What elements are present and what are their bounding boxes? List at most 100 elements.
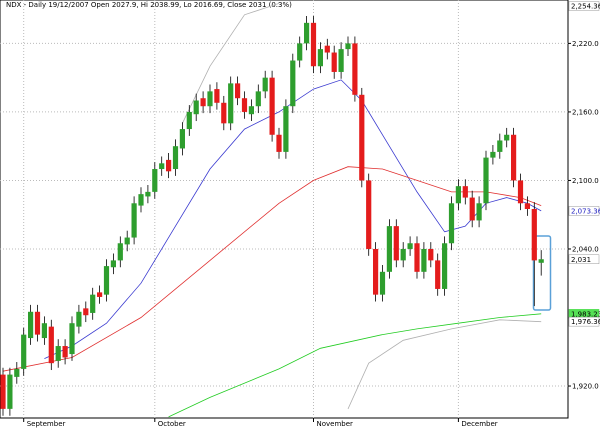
candle-body (193, 100, 199, 115)
candle-body (69, 323, 75, 355)
y-tick-label: 2,100.0 (572, 177, 599, 185)
x-tick-label: December (461, 420, 497, 428)
candle-body (55, 346, 61, 361)
candle-body (352, 43, 358, 95)
candle-body (386, 226, 392, 272)
candle-body (304, 22, 310, 44)
candle-body (393, 226, 399, 261)
candle-body (41, 323, 47, 339)
candle-body (117, 243, 123, 261)
candle-body (373, 248, 379, 295)
candle-body (455, 186, 461, 204)
chart-title: NDX - Daily 19/12/2007 Open 2027.9, Hi 2… (6, 1, 292, 9)
candle-body (338, 49, 344, 72)
candle-body (262, 77, 268, 92)
candle-body (131, 203, 137, 238)
candle-body (448, 203, 455, 244)
y-tick-label: 1,920.0 (572, 383, 599, 391)
y-tick-label: 2,040.0 (572, 245, 599, 253)
highlight-box (532, 235, 552, 311)
candle-body (379, 271, 386, 295)
candle-body (34, 311, 41, 335)
candle-body (331, 52, 337, 72)
candle-body (200, 98, 206, 107)
candle-body (235, 83, 241, 99)
candle-body (345, 43, 351, 50)
candle-body (62, 346, 68, 358)
candle-body (414, 243, 420, 272)
candle-body (145, 191, 151, 197)
candle-body (524, 203, 530, 209)
candle-body (283, 106, 289, 152)
candle-body (511, 134, 517, 181)
candle-body (207, 91, 213, 107)
candle-body (428, 248, 434, 261)
candle-body (462, 186, 468, 198)
value-tag-label: 2,254.36 (571, 3, 600, 11)
candle-body (269, 77, 275, 135)
value-tag-label: 1,983.23 (571, 310, 600, 318)
candle-body (103, 266, 110, 295)
x-tick-label: November (317, 420, 354, 428)
value-tag-box (568, 206, 600, 216)
candle-body (276, 134, 282, 152)
candle-body (21, 334, 27, 369)
candle-body (497, 140, 503, 152)
candle-body (359, 94, 365, 181)
candle-body (172, 146, 179, 170)
value-tag-label: 2,031 (571, 256, 591, 264)
candle-body (255, 91, 261, 107)
candle-body (517, 180, 524, 204)
candle-body (179, 129, 185, 149)
value-tag-label: 2,073.36 (571, 207, 600, 215)
value-tag-label: 1,976.36 (571, 318, 600, 326)
candle-body (110, 260, 116, 268)
candle-body (0, 374, 6, 409)
candle-body (97, 292, 103, 297)
candle-body (476, 203, 482, 221)
candle-body (469, 197, 475, 221)
candle-body (248, 106, 254, 115)
candle-body (324, 45, 330, 53)
candle-body (483, 157, 489, 204)
plot-frame (0, 0, 569, 419)
candle-body (435, 260, 441, 289)
candle-body (83, 308, 89, 316)
x-tick-label: October (158, 420, 186, 428)
y-tick-label: 2,160.0 (572, 108, 599, 116)
overlay-line (347, 319, 542, 410)
candle-body (504, 134, 510, 141)
candle-body (241, 98, 248, 112)
value-tag-box (568, 316, 600, 327)
y-tick-label: 2,220.0 (572, 40, 599, 48)
candle-body (407, 243, 413, 249)
candle-body (221, 102, 227, 124)
candle-body (159, 163, 165, 170)
candle-body (90, 294, 96, 313)
candle-body (138, 194, 144, 206)
candle-body (297, 43, 303, 61)
candle-body (186, 111, 192, 130)
candle-body (490, 151, 496, 158)
candle-body (124, 237, 130, 245)
candle-body (152, 169, 158, 192)
candle-body (7, 374, 13, 409)
overlay-line (168, 313, 542, 418)
candle-body (214, 89, 220, 103)
candle-body (48, 326, 54, 364)
candle-body (317, 49, 323, 67)
value-tag-box (568, 1, 600, 11)
candle-body (421, 248, 427, 272)
x-tick-label: September (27, 420, 66, 428)
candle-body (531, 209, 537, 261)
candle-body (14, 368, 20, 377)
candle-body (310, 22, 317, 67)
value-tag-box (568, 254, 600, 265)
candle-body (28, 311, 34, 339)
candle-body (166, 159, 172, 172)
candle-body (290, 60, 296, 107)
candle-body (400, 248, 406, 261)
candle-body (366, 180, 372, 249)
